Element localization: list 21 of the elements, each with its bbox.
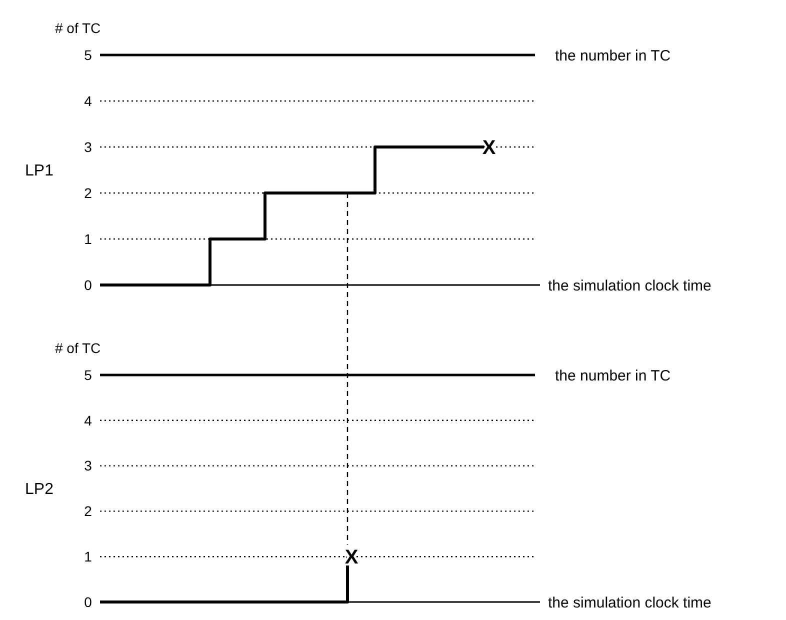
text: LP2 [25,481,54,498]
y-tick-label: 4 [84,412,92,428]
y-tick-label: 2 [84,184,92,201]
y-tick-label: 2 [84,503,92,520]
y-axis-title: # of TC [55,20,101,36]
y-tick-label: 1 [84,230,92,247]
x-axis-title: the simulation clock time [548,594,712,612]
y-tick-label: 1 [84,548,92,564]
y-tick-label: 4 [84,92,92,109]
y-tick-label: 5 [84,366,92,383]
x-axis-title: the simulation clock time [548,277,712,294]
y-tick-label: 3 [84,458,92,474]
y-tick-label: 5 [84,46,92,63]
y-tick-label: 0 [84,276,92,293]
ref-line-label: the number in TC [555,47,671,64]
y-tick-label: 0 [84,594,92,610]
y-tick-label: 3 [84,138,92,155]
text: LP1 [25,162,54,180]
annotation: X [482,137,496,159]
y-axis-title: # of TC [55,340,101,356]
ref-line-label: the number in TC [555,367,671,384]
